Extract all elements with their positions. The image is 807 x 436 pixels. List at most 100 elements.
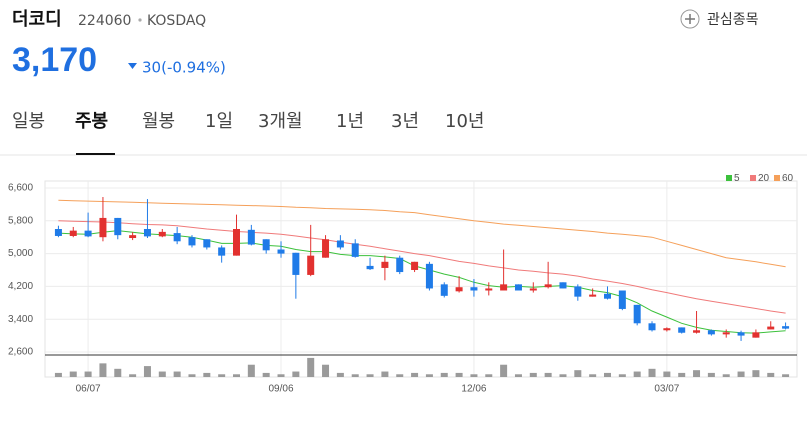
candle-body — [722, 332, 730, 335]
candle-body — [470, 287, 478, 291]
candle-body — [411, 261, 419, 270]
candle-body — [247, 229, 255, 245]
volume-bar — [277, 374, 285, 377]
candle-body — [425, 263, 433, 289]
change: 30(-0.94%) — [142, 59, 226, 77]
volume-bar — [351, 374, 359, 377]
candle-body — [648, 323, 656, 331]
legend-swatch — [726, 175, 732, 181]
y-tick-label: 3,400 — [8, 314, 33, 325]
candle-body — [262, 239, 270, 251]
volume-bar — [707, 372, 715, 377]
candle-body — [707, 330, 715, 335]
watch-button[interactable]: 관심종목 — [680, 9, 759, 29]
volume-bar — [425, 374, 433, 377]
y-tick-label: 5,000 — [8, 248, 33, 259]
volume-bar — [233, 374, 240, 377]
volume-bar — [396, 374, 404, 377]
volume-bar — [322, 364, 330, 377]
candle-body — [455, 287, 463, 292]
volume-bar — [663, 371, 671, 377]
tab[interactable]: 1년 — [336, 111, 364, 132]
stock-code: 224060 — [78, 13, 131, 29]
candle-body — [559, 282, 567, 289]
candle-body — [188, 237, 196, 246]
plus-sign — [685, 14, 695, 24]
candle-body — [366, 265, 374, 270]
candle-body — [336, 240, 344, 248]
candle-body — [84, 230, 92, 237]
volume-bar — [544, 372, 552, 377]
volume-bar — [485, 374, 493, 377]
x-tick-label: 12/06 — [461, 384, 486, 395]
volume-bar — [203, 372, 211, 377]
plus-icon — [680, 9, 700, 29]
volume-bar — [722, 374, 730, 377]
volume-bar — [218, 374, 226, 377]
stock-name: 더코디 — [12, 9, 62, 30]
candle-body — [129, 235, 137, 239]
tab[interactable]: 월봉 — [142, 111, 175, 132]
candle-body — [54, 229, 62, 236]
volume-bar — [188, 374, 196, 377]
volume-bar — [618, 374, 626, 377]
legend-label: 60 — [782, 173, 794, 184]
candle-body — [292, 252, 300, 275]
volume-bar — [173, 371, 181, 377]
tab[interactable]: 3년 — [391, 111, 419, 132]
volume-bar — [529, 372, 537, 377]
candle-body — [69, 230, 77, 236]
tab[interactable]: 3개월 — [258, 111, 303, 132]
down-arrow — [128, 63, 137, 69]
volume-bar — [143, 366, 151, 377]
x-tick-label: 03/07 — [654, 384, 679, 395]
volume-bar — [500, 364, 508, 377]
candle-body — [396, 257, 404, 273]
candle-body — [158, 231, 166, 237]
chart: 6,600 5,800 5,000 4,200 3,400 2,600 06/07 09/06… — [8, 173, 798, 395]
volume-bar — [158, 371, 166, 377]
watch-label: 관심종목 — [707, 12, 759, 28]
volume-bar — [589, 374, 597, 377]
tab[interactable]: 1일 — [205, 111, 233, 132]
y-tick-label: 2,600 — [8, 347, 33, 358]
volume-bar — [129, 374, 137, 377]
ma-line — [58, 199, 786, 268]
separator — [138, 18, 142, 22]
candle-body — [693, 330, 701, 333]
tab[interactable]: 주봉 — [75, 111, 108, 132]
market: KOSDAQ — [147, 13, 206, 29]
x-tick-label: 09/06 — [269, 384, 294, 395]
candle-body — [678, 327, 686, 333]
tab[interactable]: 10년 — [445, 111, 484, 132]
volume-bar — [292, 371, 300, 377]
volume-bar — [247, 364, 255, 377]
candle-body — [307, 255, 315, 275]
candle-body — [173, 233, 181, 242]
y-tick-label: 6,600 — [8, 183, 33, 194]
candle-body — [514, 284, 522, 291]
candle-body — [589, 294, 597, 297]
volume-bar — [752, 370, 760, 377]
candle-body — [604, 293, 611, 299]
candle-body — [114, 217, 122, 236]
tab[interactable]: 일봉 — [12, 111, 45, 132]
volume-bar — [559, 374, 567, 377]
candle-body — [663, 328, 671, 331]
volume-bar — [470, 374, 478, 377]
legend-label: 5 — [734, 173, 740, 184]
candle-body — [203, 239, 211, 248]
candle-body — [782, 326, 790, 329]
candle-body — [143, 229, 151, 237]
volume-bar — [114, 368, 122, 377]
volume-bar — [678, 372, 686, 377]
candle-body — [322, 239, 330, 258]
tabs: 일봉 주봉 월봉 1일 3개월 1년 3년 10년 — [12, 111, 484, 132]
legend-swatch — [750, 175, 756, 181]
x-tick-label: 06/07 — [76, 384, 101, 395]
candle-body — [500, 284, 508, 291]
candle-body — [233, 229, 240, 256]
volume-bar — [336, 372, 344, 377]
